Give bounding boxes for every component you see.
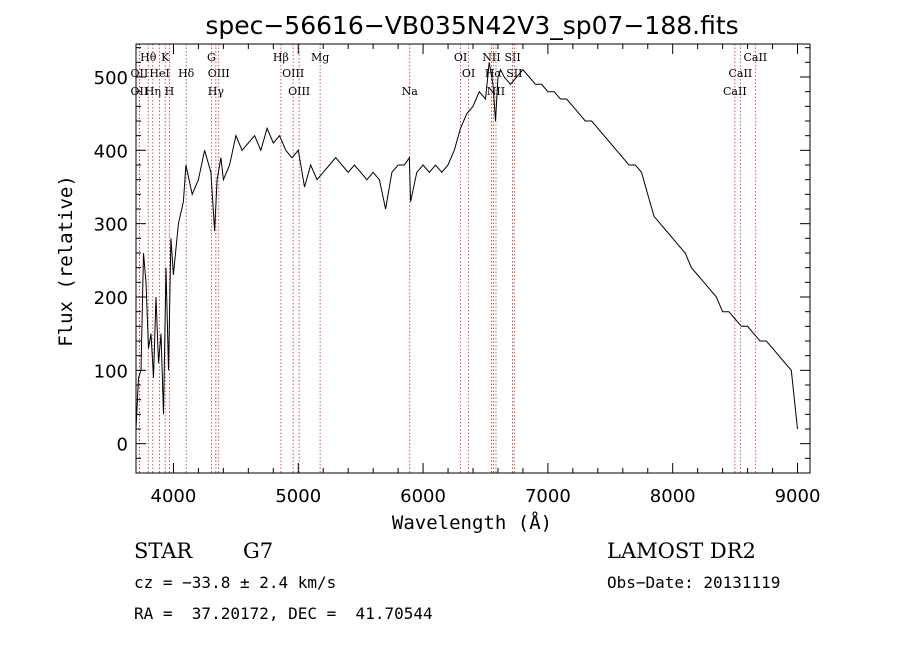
x-tick-label-7000: 7000 <box>525 486 571 507</box>
x-axis-ticks: 4000 5000 6000 7000 8000 9000 <box>151 44 821 507</box>
y-tick-label-500: 500 <box>94 68 128 89</box>
chart-title: spec−56616−VB035N42V3_sp07−188.fits <box>205 11 738 40</box>
line-label-16: SII <box>506 67 522 80</box>
x-tick-label-6000: 6000 <box>400 486 446 507</box>
line-label-7: SII <box>504 51 520 64</box>
line-label-10: HeI <box>149 67 169 80</box>
spectrum-series-line <box>135 62 798 430</box>
x-tick-label-9000: 9000 <box>775 486 821 507</box>
y-axis-ticks: 0 100 200 300 400 500 <box>94 47 810 459</box>
line-label-6: NII <box>482 51 500 64</box>
y-tick-label-100: 100 <box>94 361 128 382</box>
line-label-13: OIII <box>282 67 304 80</box>
line-label-25: CaII <box>723 85 747 98</box>
y-tick-label-300: 300 <box>94 215 128 236</box>
y-axis-label: Flux (relative) <box>55 175 77 347</box>
x-axis-label: Wavelength (Å) <box>392 511 552 534</box>
line-label-22: OIII <box>288 85 310 98</box>
observation-date: Obs−Date: 20131119 <box>607 573 781 592</box>
line-label-17: CaII <box>729 67 753 80</box>
line-label-11: Hδ <box>178 67 195 80</box>
object-class: STAR <box>134 539 193 563</box>
plot-frame <box>135 43 811 474</box>
x-tick-label-5000: 5000 <box>275 486 321 507</box>
y-tick-label-0: 0 <box>117 435 128 456</box>
object-subclass: G7 <box>243 539 274 563</box>
line-label-0: Hθ <box>140 51 157 64</box>
line-label-5: OI <box>454 51 467 64</box>
survey-name: LAMOST DR2 <box>607 539 756 563</box>
line-label-12: OIII <box>208 67 230 80</box>
x-tick-label-8000: 8000 <box>650 486 696 507</box>
line-label-14: OI <box>462 67 475 80</box>
line-label-2: G <box>207 51 216 64</box>
line-label-19: Hη <box>145 85 161 98</box>
y-tick-label-400: 400 <box>94 141 128 162</box>
line-label-20: H <box>165 85 175 98</box>
line-label-1: K <box>161 51 170 64</box>
line-label-21: Hγ <box>208 85 225 98</box>
redshift-value: cz = −33.8 ± 2.4 km/s <box>134 573 337 592</box>
line-label-3: Hβ <box>273 51 289 64</box>
x-tick-label-4000: 4000 <box>151 486 197 507</box>
line-label-23: Na <box>402 85 419 98</box>
line-label-4: Mg <box>311 51 329 64</box>
line-label-24: NII <box>487 85 505 98</box>
line-label-8: CaII <box>743 51 767 64</box>
y-tick-label-200: 200 <box>94 288 128 309</box>
coordinates: RA = 37.20172, DEC = 41.70544 <box>134 604 433 623</box>
